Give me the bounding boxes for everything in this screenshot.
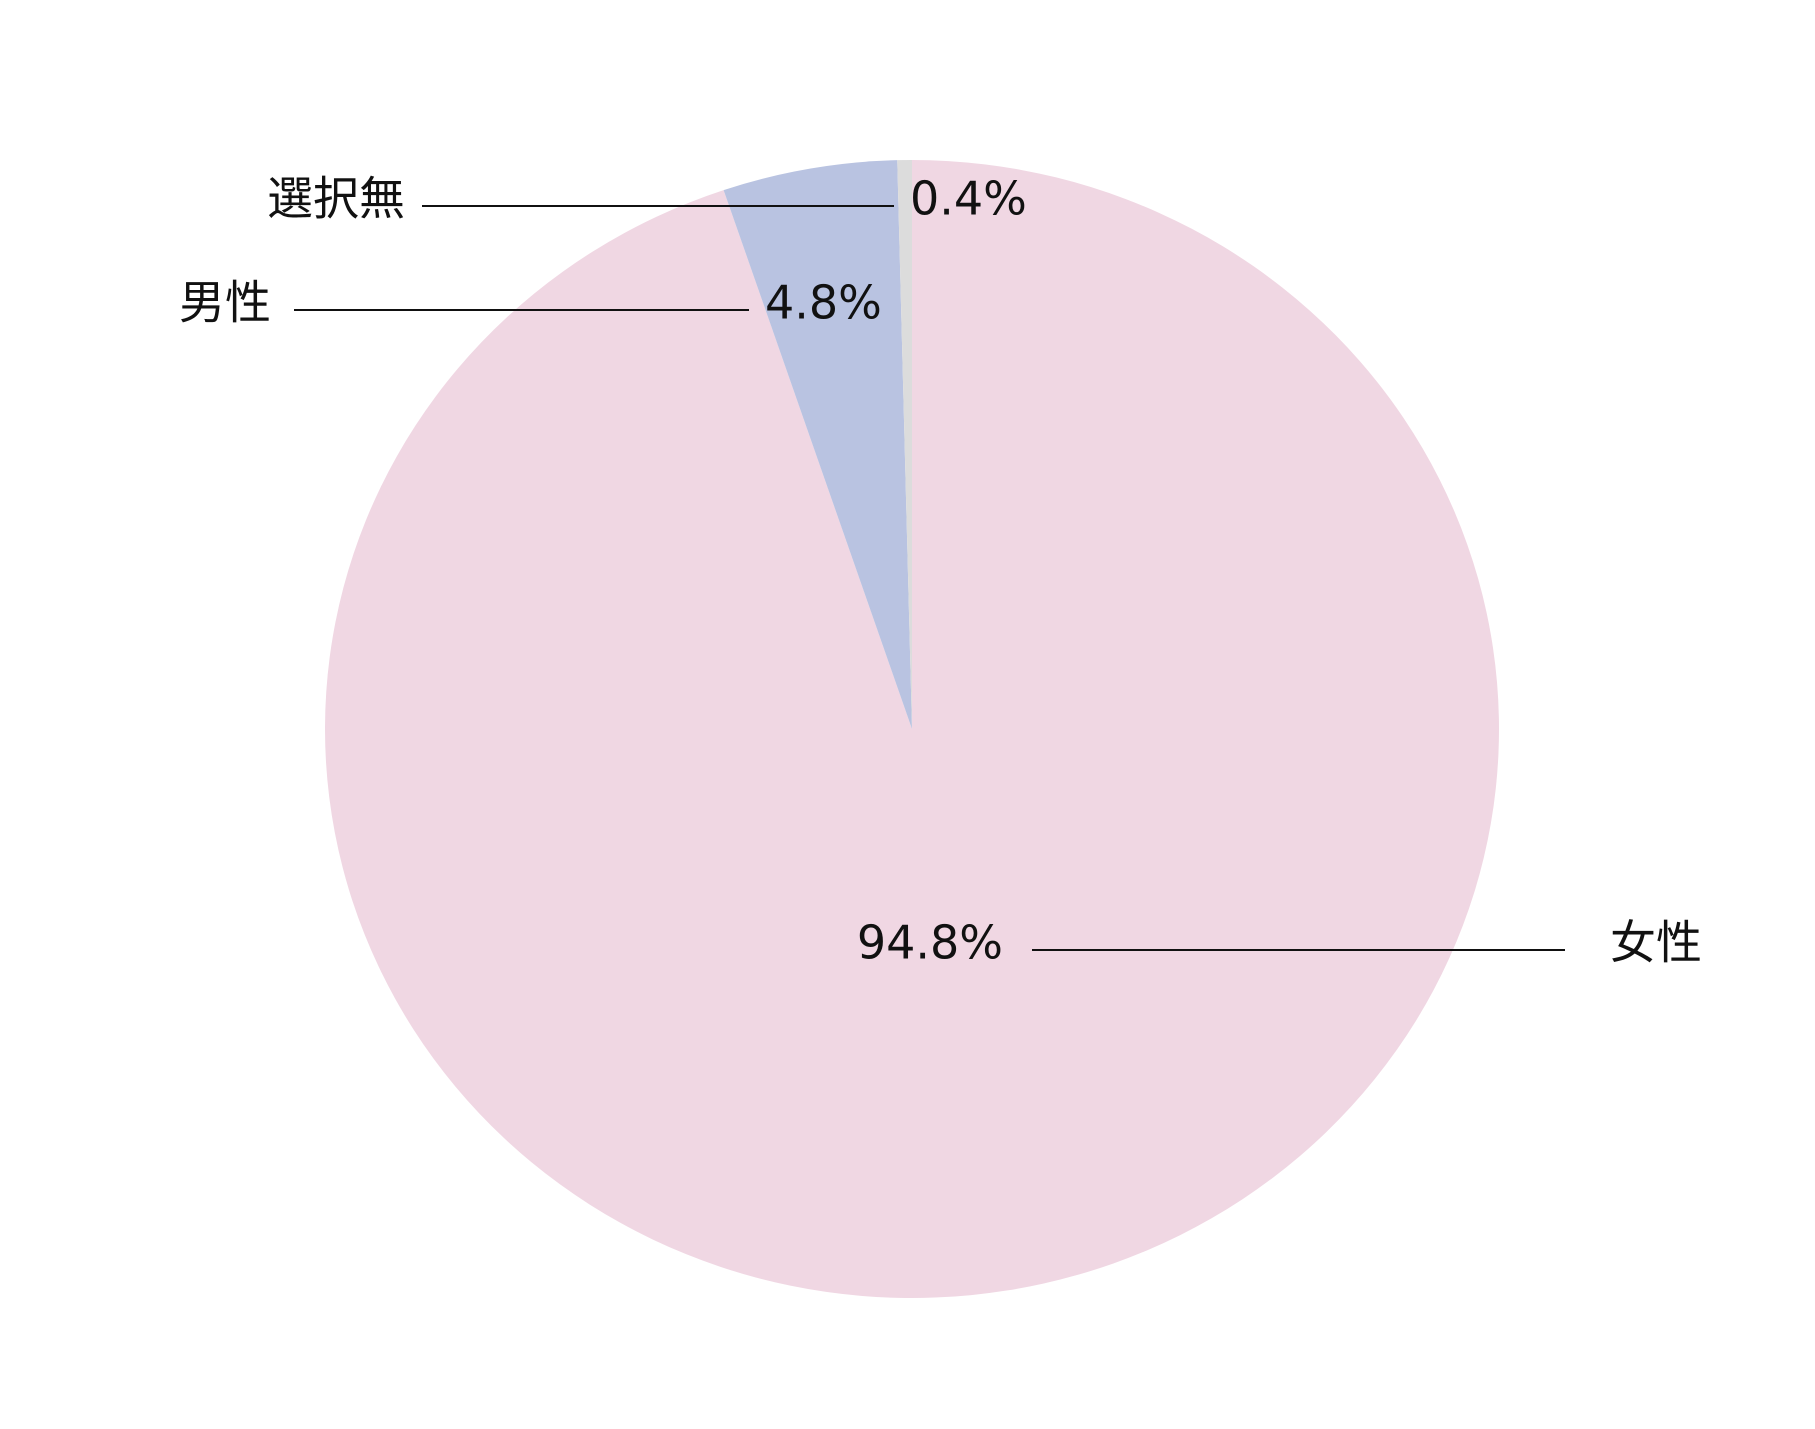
category-label: 男性 [179,276,271,330]
pie-slice [324,160,1499,1298]
pie-slice [723,160,912,730]
category-label: 女性 [1610,916,1702,970]
value-label: 0.4% [910,172,1027,226]
value-label: 94.8% [857,916,1003,970]
value-label: 4.8% [765,276,882,330]
category-label: 選択無 [267,172,405,226]
pie-slice [897,160,912,729]
